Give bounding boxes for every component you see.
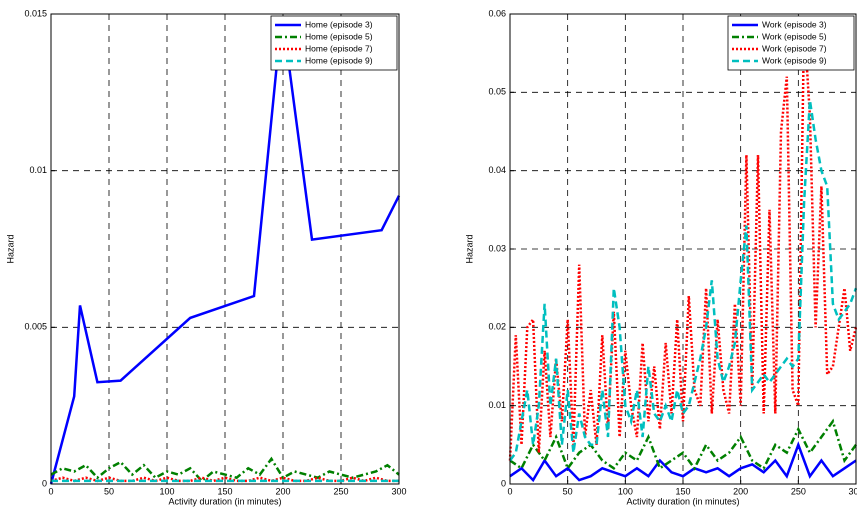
y-tick-label: 0.005 <box>24 322 47 332</box>
x-tick-label: 300 <box>391 486 406 496</box>
legend-label: Home (episode 7) <box>305 43 373 53</box>
x-tick-label: 50 <box>104 486 114 496</box>
legend-label: Home (episode 5) <box>305 31 373 41</box>
legend-label: Work (episode 7) <box>762 43 827 53</box>
series-line <box>509 441 857 483</box>
y-tick-label: 0.03 <box>488 243 506 253</box>
x-tick-label: 150 <box>217 486 232 496</box>
y-axis-label: Hazard <box>464 234 474 263</box>
y-tick-label: 0.04 <box>488 165 506 175</box>
y-tick-label: 0.06 <box>488 8 506 18</box>
x-axis-label: Activity duration (in minutes) <box>626 496 739 506</box>
legend-label: Home (episode 9) <box>305 55 373 65</box>
x-tick-label: 150 <box>675 486 690 496</box>
legend-label: Work (episode 3) <box>762 19 827 29</box>
y-tick-label: 0.02 <box>488 322 506 332</box>
series-line <box>50 476 399 483</box>
legend-label: Home (episode 3) <box>305 19 373 29</box>
series-line <box>49 20 401 485</box>
y-tick-label: 0.01 <box>29 165 47 175</box>
y-tick-label: 0.05 <box>488 87 506 97</box>
series-line <box>50 456 400 483</box>
x-tick-label: 100 <box>159 486 174 496</box>
plot-frame <box>50 13 400 485</box>
y-tick-label: 0 <box>501 478 506 488</box>
y-axis-label: Hazard <box>5 234 15 263</box>
series-line <box>508 100 857 462</box>
x-tick-label: 250 <box>333 486 348 496</box>
y-tick-label: 0.015 <box>24 8 47 18</box>
x-tick-label: 0 <box>48 486 53 496</box>
x-tick-label: 200 <box>275 486 290 496</box>
x-tick-label: 0 <box>507 486 512 496</box>
x-tick-label: 200 <box>733 486 748 496</box>
x-tick-label: 300 <box>848 486 857 496</box>
x-tick-label: 100 <box>618 486 633 496</box>
x-axis-label: Activity duration (in minutes) <box>168 496 281 506</box>
x-tick-label: 50 <box>563 486 573 496</box>
series-line <box>508 21 857 461</box>
y-tick-label: 0 <box>42 478 47 488</box>
x-tick-label: 250 <box>791 486 806 496</box>
y-tick-label: 0.01 <box>488 400 506 410</box>
series-line <box>509 418 857 471</box>
plot-frame <box>509 13 857 485</box>
legend-label: Work (episode 9) <box>762 55 827 65</box>
legend-label: Work (episode 5) <box>762 31 827 41</box>
